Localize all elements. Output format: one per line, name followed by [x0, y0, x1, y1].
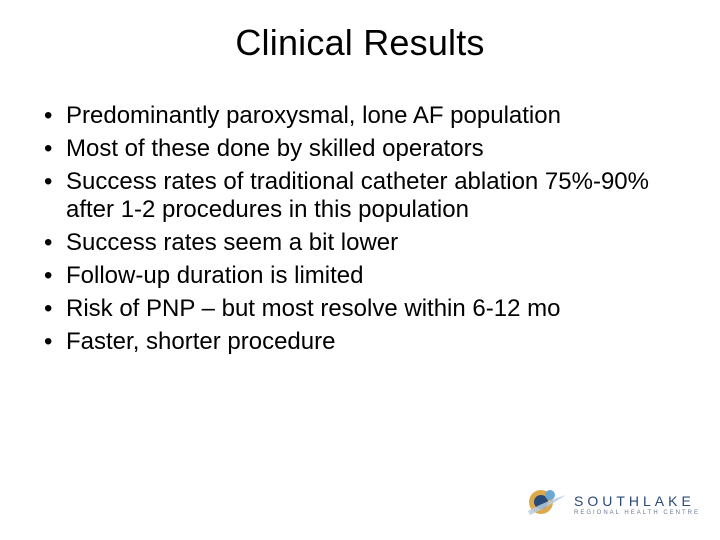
logo-sub: REGIONAL HEALTH CENTRE	[574, 510, 700, 516]
list-item: Risk of PNP – but most resolve within 6-…	[38, 295, 682, 324]
logo-main: SOUTHLAKE	[574, 494, 700, 508]
list-item: Follow-up duration is limited	[38, 262, 682, 291]
list-item: Success rates of traditional catheter ab…	[38, 168, 682, 226]
list-item: Success rates seem a bit lower	[38, 229, 682, 258]
slide: Clinical Results Predominantly paroxysma…	[0, 0, 720, 540]
list-item: Predominantly paroxysmal, lone AF popula…	[38, 102, 682, 131]
list-item: Faster, shorter procedure	[38, 328, 682, 357]
logo-text: SOUTHLAKE REGIONAL HEALTH CENTRE	[574, 494, 700, 516]
list-item: Most of these done by skilled operators	[38, 135, 682, 164]
bullet-list: Predominantly paroxysmal, lone AF popula…	[38, 102, 682, 356]
slide-title: Clinical Results	[0, 0, 720, 74]
slide-body: Predominantly paroxysmal, lone AF popula…	[0, 74, 720, 356]
footer-logo: SOUTHLAKE REGIONAL HEALTH CENTRE	[526, 485, 700, 524]
logo-icon	[526, 485, 566, 524]
